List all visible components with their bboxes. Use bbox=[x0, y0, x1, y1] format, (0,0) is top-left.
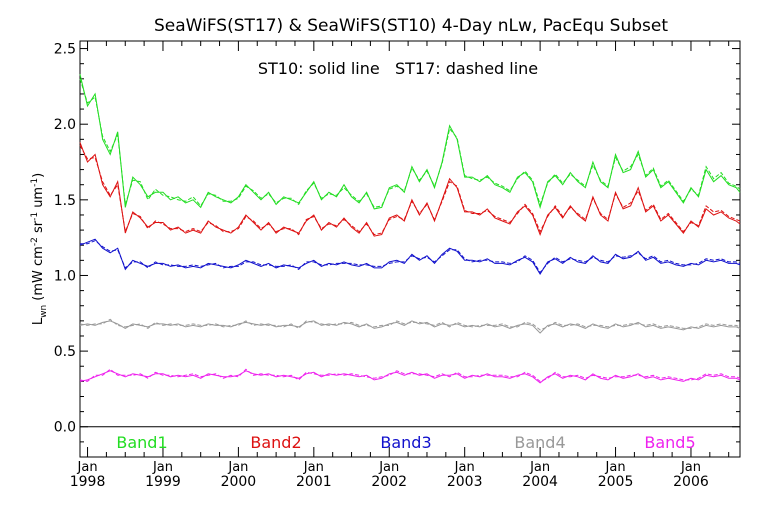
series-line-band3-st17 bbox=[80, 240, 741, 274]
y-axis-title: Lwn (mW cm-2 sr-1 um-1) bbox=[30, 173, 49, 325]
x-tick-month: Jan bbox=[303, 460, 324, 475]
series-line-band3-st10 bbox=[79, 238, 741, 275]
x-tick-month: Jan bbox=[605, 460, 626, 475]
legend-item-band1: Band1 bbox=[116, 433, 167, 452]
y-axis-title-mid: sr bbox=[31, 220, 46, 237]
y-axis-title-mid2: um bbox=[31, 187, 46, 212]
y-axis-title-sub: wn bbox=[39, 305, 49, 318]
y-axis-title-unit: (mW cm bbox=[31, 246, 46, 301]
x-tick-year: 1999 bbox=[145, 474, 181, 490]
y-axis: 0.0 0.5 1.0 1.5 2.0 2.5 bbox=[54, 42, 740, 458]
y-tick-label: 1.0 bbox=[54, 268, 76, 284]
legend-item-band4: Band4 bbox=[514, 433, 565, 452]
series-line-band5-st17 bbox=[79, 368, 741, 382]
x-tick-month: Jan bbox=[152, 460, 173, 475]
x-tick-year: 2006 bbox=[673, 474, 709, 490]
y-axis-exp-1: -2 bbox=[30, 237, 40, 246]
y-axis-exp-3: -1 bbox=[30, 178, 40, 187]
x-tick-month: Jan bbox=[454, 460, 475, 475]
y-tick-label: 1.5 bbox=[54, 193, 76, 209]
series-layer bbox=[79, 74, 741, 384]
svg-text:Lwn (mW cm-2 sr-1 um-1): Lwn (mW cm-2 sr-1 um-1) bbox=[30, 173, 49, 325]
y-axis-title-main: L bbox=[31, 317, 46, 325]
x-tick-month: Jan bbox=[77, 460, 98, 475]
series-line-band4-st10 bbox=[79, 320, 741, 334]
series-line-band2-st17 bbox=[79, 145, 741, 236]
x-tick-year: 2000 bbox=[221, 474, 257, 490]
series-line-band1-st10 bbox=[79, 74, 741, 210]
x-tick-month: Jan bbox=[529, 460, 550, 475]
x-tick-year: 1998 bbox=[70, 474, 106, 490]
x-tick-month: Jan bbox=[227, 460, 248, 475]
x-tick-year: 2005 bbox=[598, 474, 634, 490]
chart-title: SeaWiFS(ST17) & SeaWiFS(ST10) 4-Day nLw,… bbox=[154, 16, 668, 36]
y-tick-label: 2.5 bbox=[54, 42, 76, 58]
x-tick-year: 2002 bbox=[371, 474, 407, 490]
y-tick-label: 0.0 bbox=[54, 420, 76, 436]
series-line-band1-st17 bbox=[79, 78, 741, 208]
y-tick-label: 0.5 bbox=[54, 344, 76, 360]
line-style-annotation: ST10: solid line ST17: dashed line bbox=[258, 59, 538, 78]
x-tick-month: Jan bbox=[680, 460, 701, 475]
series-line-band2-st10 bbox=[79, 142, 741, 237]
y-axis-title-end: ) bbox=[31, 173, 46, 178]
plot-area bbox=[79, 40, 741, 458]
legend: Band1 Band2 Band3 Band4 Band5 bbox=[116, 433, 695, 452]
legend-item-band5: Band5 bbox=[644, 433, 695, 452]
y-tick-label: 2.0 bbox=[54, 117, 76, 133]
y-axis-exp-2: -1 bbox=[30, 212, 40, 221]
x-tick-year: 2003 bbox=[447, 474, 483, 490]
x-tick-month: Jan bbox=[378, 460, 399, 475]
legend-item-band3: Band3 bbox=[380, 433, 431, 452]
x-tick-year: 2004 bbox=[522, 474, 558, 490]
x-tick-year: 2001 bbox=[296, 474, 332, 490]
x-axis: Jan1998Jan1999Jan2000Jan2001Jan2002Jan20… bbox=[70, 41, 730, 490]
legend-item-band2: Band2 bbox=[250, 433, 301, 452]
